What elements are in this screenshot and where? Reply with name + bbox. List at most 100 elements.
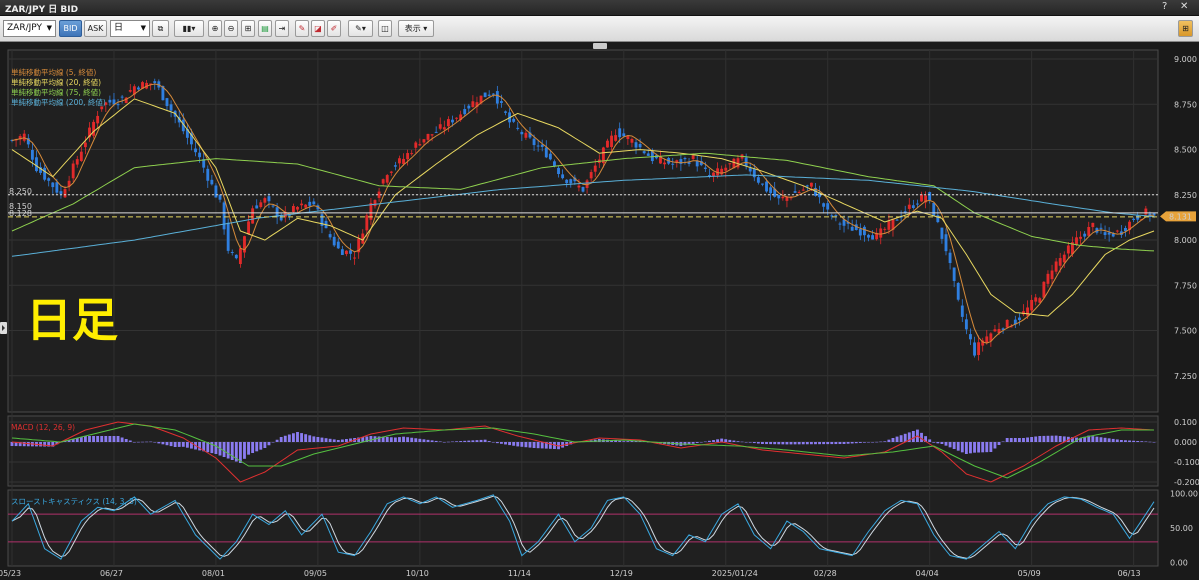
zoom-in-icon[interactable]: ⊕ <box>208 20 222 37</box>
candle-body <box>487 94 491 96</box>
symbol-select[interactable]: ZAR/JPY ▼ <box>3 20 56 37</box>
macd-histogram-bar <box>875 441 879 443</box>
bid-button[interactable]: BID <box>59 20 82 37</box>
candle-body <box>251 208 255 224</box>
macd-histogram-bar <box>712 440 715 442</box>
candle-body <box>345 250 348 255</box>
candle-body <box>622 133 626 137</box>
help-icon[interactable]: ? <box>1162 1 1168 12</box>
price-tick-label: 9.000 <box>1174 55 1197 64</box>
chart-type-icon[interactable]: ▮▮▾ <box>174 20 204 37</box>
candle-body <box>165 98 169 107</box>
close-icon[interactable]: ✕ <box>1180 1 1189 12</box>
candle-body <box>944 234 948 252</box>
candle-body <box>630 138 634 143</box>
macd-histogram-bar <box>1046 435 1050 442</box>
macd-histogram-bar <box>96 436 100 442</box>
side-panel-toggle-icon[interactable] <box>0 322 7 334</box>
fit-icon[interactable]: ⊞ <box>241 20 255 37</box>
macd-histogram-bar <box>332 439 336 442</box>
candle-body <box>928 192 932 201</box>
macd-histogram-bar <box>365 436 369 442</box>
draw-line-icon[interactable]: ✎ <box>295 20 309 37</box>
candle-body <box>357 238 361 253</box>
candle-body <box>181 119 185 132</box>
macd-histogram-bar <box>451 441 454 443</box>
macd-histogram-bar <box>695 442 699 444</box>
macd-histogram-bar <box>936 442 940 444</box>
candle-body <box>752 169 756 178</box>
candle-body <box>71 163 75 179</box>
macd-histogram-bar <box>1030 437 1034 442</box>
macd-histogram-bar <box>410 437 414 442</box>
macd-histogram-bar <box>1091 436 1095 442</box>
macd-histogram-bar <box>1148 441 1152 443</box>
macd-histogram-bar <box>414 438 418 442</box>
candle-body <box>124 97 128 104</box>
copy-chart-icon[interactable]: ⧉ <box>152 20 169 37</box>
scroll-end-icon[interactable]: ⇥ <box>275 20 289 37</box>
candle-body <box>703 167 707 169</box>
candle-body <box>108 99 112 103</box>
candle-body <box>536 145 540 147</box>
ask-button[interactable]: ASK <box>84 20 107 37</box>
ma200-line <box>11 174 1155 257</box>
macd-histogram-bar <box>361 437 365 442</box>
macd-histogram-bar <box>858 442 862 443</box>
candle-body <box>797 191 801 193</box>
screenshot-icon[interactable]: ◫ <box>378 20 392 37</box>
macd-histogram-bar <box>263 442 267 448</box>
candle-body <box>1128 221 1131 231</box>
macd-histogram-bar <box>222 442 226 457</box>
macd-histogram-bar <box>267 442 271 446</box>
zoom-out-icon[interactable]: ⊖ <box>224 20 238 37</box>
macd-histogram-bar <box>981 442 985 453</box>
candle-body <box>977 342 981 356</box>
macd-histogram-bar <box>748 442 752 443</box>
macd-histogram-bar <box>316 437 320 442</box>
grid-icon[interactable]: ▤ <box>258 20 272 37</box>
candle-body <box>422 139 426 143</box>
macd-histogram-bar <box>369 436 373 442</box>
candle-body <box>610 135 613 148</box>
collapse-toolbar-handle[interactable] <box>593 43 607 49</box>
macd-histogram-bar <box>92 436 96 442</box>
candle-body <box>577 185 581 188</box>
candle-body <box>1091 222 1095 228</box>
candle-body <box>601 147 605 164</box>
macd-histogram-bar <box>630 441 634 442</box>
candle-body <box>247 221 250 235</box>
draw-shape-icon[interactable]: ◪ <box>311 20 325 37</box>
macd-histogram-bar <box>287 434 291 442</box>
panel-1-frame <box>7 49 1159 413</box>
display-menu-button[interactable]: 表示 ▾ <box>398 20 434 37</box>
candle-body <box>198 152 202 158</box>
macd-histogram-bar <box>157 442 161 444</box>
candle-body <box>614 135 618 141</box>
settings-icon[interactable]: ⊞ <box>1178 20 1193 37</box>
macd-histogram-bar <box>626 441 630 442</box>
candle-body <box>1042 281 1046 298</box>
candle-body <box>47 178 51 181</box>
price-tick-label: 7.250 <box>1174 372 1197 381</box>
candle-body <box>234 254 238 259</box>
macd-histogram-bar <box>18 442 22 447</box>
macd-histogram-bar <box>883 441 887 442</box>
candle-body <box>858 228 862 236</box>
display-menu-label: 表示 <box>404 24 421 33</box>
candle-body <box>765 181 768 192</box>
candle-body <box>414 142 418 148</box>
candle-body <box>463 109 467 115</box>
candle-body <box>385 175 389 183</box>
pen-menu-icon[interactable]: ✎▾ <box>348 20 373 37</box>
candle-body <box>499 101 503 103</box>
draw-text-icon[interactable]: ✐ <box>327 20 341 37</box>
candle-body <box>593 165 597 172</box>
macd-histogram-bar <box>398 437 401 442</box>
macd-histogram-bar <box>336 440 340 442</box>
period-select[interactable]: 日 ▼ <box>110 20 150 37</box>
time-tick-label: 09/05 <box>304 569 327 578</box>
macd-histogram-bar <box>190 442 193 449</box>
macd-histogram-bar <box>850 442 854 444</box>
